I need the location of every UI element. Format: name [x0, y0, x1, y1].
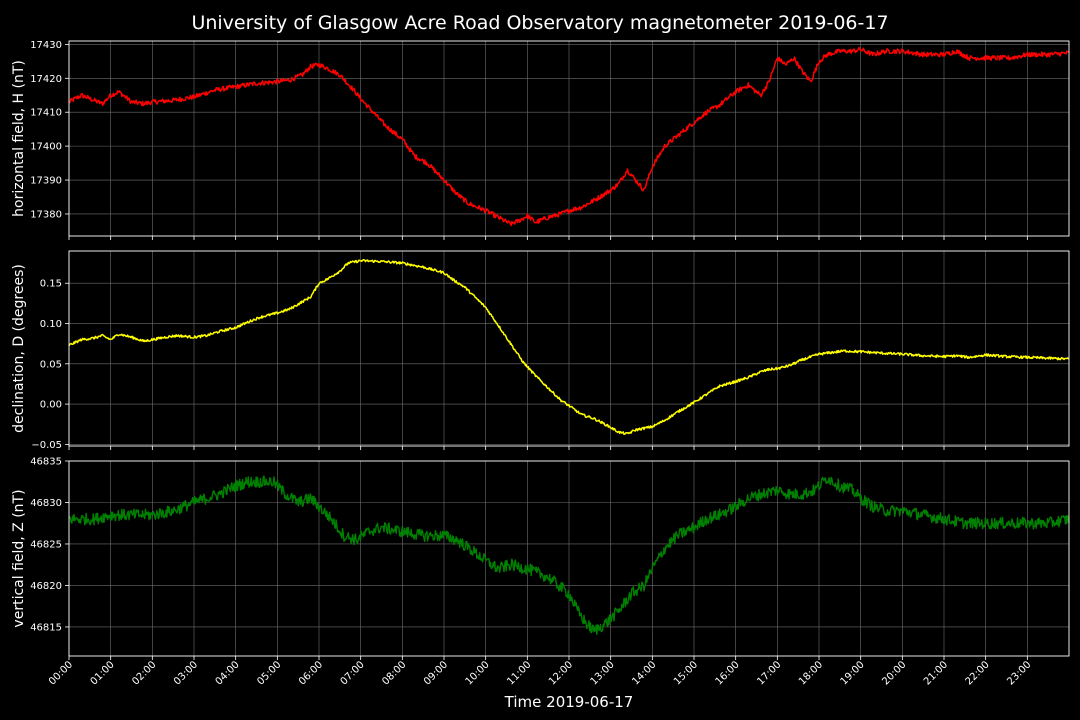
y-tick-label: 0.10 — [40, 319, 62, 330]
series-line — [68, 475, 1070, 635]
y-tick-label: 17430 — [30, 40, 62, 51]
y-tick-label: 46825 — [30, 539, 62, 550]
y-tick-label: 46835 — [30, 457, 62, 468]
y-tick-label: 17380 — [30, 209, 62, 220]
y-tick-label: 0.15 — [40, 279, 62, 290]
y-tick-label: 0.00 — [40, 400, 62, 411]
y-axis-label: vertical field, Z (nT) — [11, 489, 27, 627]
series-line — [68, 46, 1070, 227]
y-tick-label: 17420 — [30, 74, 62, 85]
series-line — [68, 258, 1070, 436]
y-tick-label: 17410 — [30, 108, 62, 119]
chart-title: University of Glasgow Acre Road Observat… — [191, 12, 888, 34]
plot-frame — [68, 460, 1070, 657]
y-tick-label: −0.05 — [31, 440, 62, 451]
y-axis-label: horizontal field, H (nT) — [11, 60, 27, 217]
panel-1: 17380 17390 17400 17410 17420 17430horizontal… — [11, 40, 1070, 240]
y-tick-label: 46815 — [30, 622, 62, 633]
x-axis-label: Time 2019-06-17 — [504, 693, 634, 711]
panel-3: 46815 46820 46825 46830 46835 vertical field,… — [11, 457, 1070, 660]
y-tick-label: 17390 — [30, 176, 62, 187]
y-tick-label: 0.05 — [40, 359, 62, 370]
y-tick-label: 46820 — [30, 581, 62, 592]
y-axis-label: declination, D (degrees) — [11, 264, 27, 433]
plot-frame — [68, 250, 1070, 447]
plot-frame — [68, 40, 1070, 237]
y-tick-label: 46830 — [30, 498, 62, 509]
y-tick-label: 17400 — [30, 142, 62, 153]
panel-2: −0.05 0.00 0.05 0.10 0.15 declination, D (deg… — [11, 250, 1070, 451]
